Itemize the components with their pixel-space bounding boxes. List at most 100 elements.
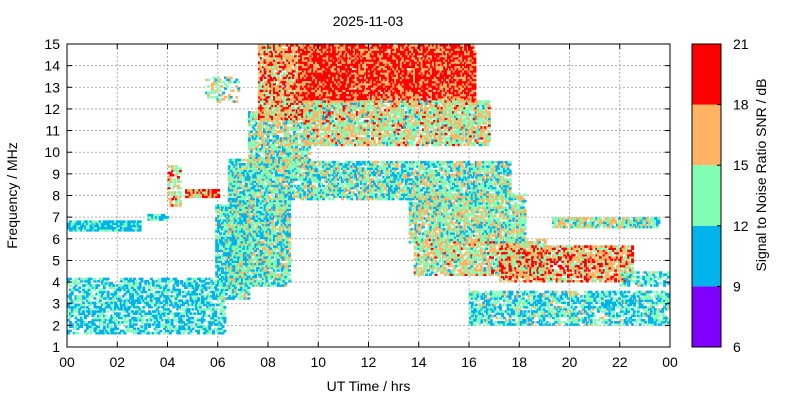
heatmap-cell	[69, 284, 72, 287]
heatmap-cell	[173, 178, 176, 181]
heatmap-cell	[217, 189, 220, 192]
heatmap-cell	[197, 297, 200, 300]
heatmap-cell	[166, 216, 169, 219]
heatmap-cell	[69, 278, 72, 281]
heatmap-cell	[220, 85, 223, 88]
heatmap-cell	[105, 315, 108, 318]
heatmap-cell	[175, 165, 178, 168]
heatmap-cell	[190, 312, 193, 315]
heatmap-cell	[214, 280, 217, 283]
heatmap-cell	[141, 278, 144, 281]
heatmap-cell	[167, 286, 170, 289]
heatmap-cell	[169, 178, 172, 181]
heatmap-cell	[86, 332, 89, 335]
heatmap-cell	[179, 187, 182, 190]
heatmap-cell	[171, 174, 174, 177]
heatmap-cell	[76, 332, 79, 335]
heatmap-cell	[188, 308, 191, 311]
heatmap-cell	[107, 291, 110, 294]
heatmap-cell	[97, 284, 100, 287]
heatmap-cell	[179, 180, 182, 183]
heatmap-cell	[178, 289, 181, 292]
heatmap-cell	[288, 269, 291, 272]
heatmap-cell	[78, 220, 81, 223]
heatmap-cell	[235, 96, 238, 99]
heatmap-cell	[222, 92, 225, 95]
heatmap-cell	[210, 278, 213, 281]
heatmap-cell	[288, 241, 291, 244]
heatmap-cell	[223, 330, 226, 333]
heatmap-cell	[237, 87, 240, 90]
heatmap-cell	[219, 232, 222, 235]
heatmap-cell	[308, 152, 311, 155]
heatmap-cell	[179, 191, 182, 194]
heatmap-cell	[116, 328, 119, 331]
heatmap-cell	[223, 317, 226, 320]
heatmap-cell	[93, 278, 96, 281]
heatmap-cell	[203, 319, 206, 322]
heatmap-cell	[191, 317, 194, 320]
heatmap-cell	[173, 191, 176, 194]
heatmap-cell	[158, 278, 161, 281]
heatmap-cell	[212, 304, 215, 307]
heatmap-cell	[193, 278, 196, 281]
heatmap-cell	[282, 163, 285, 166]
heatmap-cell	[205, 286, 208, 289]
heatmap-cell	[112, 284, 115, 287]
heatmap-cell	[80, 278, 83, 281]
heatmap-cell	[120, 278, 123, 281]
heatmap-cell	[177, 176, 180, 179]
heatmap-cell	[260, 191, 263, 194]
heatmap-cell	[223, 297, 226, 300]
heatmap-cell	[226, 85, 229, 88]
heatmap-cell	[211, 96, 214, 99]
heatmap-cell	[278, 122, 281, 125]
heatmap-cell	[288, 252, 291, 255]
heatmap-cell	[276, 135, 279, 138]
heatmap-cell	[214, 308, 217, 311]
heatmap-cell	[179, 167, 182, 170]
heatmap-cell	[203, 308, 206, 311]
heatmap-cell	[142, 319, 145, 322]
heatmap-cell	[150, 306, 153, 309]
heatmap-cell	[158, 321, 161, 324]
heatmap-cell	[150, 289, 153, 292]
heatmap-cell	[222, 325, 225, 328]
heatmap-cell	[232, 90, 235, 93]
heatmap-cell	[230, 81, 233, 84]
heatmap-cell	[90, 278, 93, 281]
heatmap-cell	[230, 96, 233, 99]
heatmap-cell	[88, 299, 91, 302]
heatmap-cell	[141, 295, 144, 298]
heatmap-cell	[284, 282, 287, 285]
heatmap-cell	[237, 81, 240, 84]
heatmap-cell	[176, 280, 179, 283]
heatmap-cell	[135, 280, 138, 283]
heatmap-cell	[90, 291, 93, 294]
heatmap-cell	[93, 302, 96, 305]
heatmap-cell	[148, 323, 151, 326]
heatmap-cell	[159, 330, 162, 333]
heatmap-cell	[205, 278, 208, 281]
heatmap-cell	[118, 295, 121, 298]
heatmap-cell	[243, 159, 246, 162]
heatmap-cell	[179, 200, 182, 203]
heatmap-cell	[247, 291, 250, 294]
heatmap-cell	[288, 278, 291, 281]
heatmap-cell	[230, 77, 233, 80]
heatmap-cell	[207, 79, 210, 82]
heatmap-cell	[186, 299, 189, 302]
heatmap-cell	[158, 291, 161, 294]
heatmap-cell	[152, 280, 155, 283]
heatmap-cell	[223, 306, 226, 309]
heatmap-cell	[107, 278, 110, 281]
heatmap-cell	[180, 280, 183, 283]
heatmap-cell	[193, 312, 196, 315]
heatmap-cell	[75, 278, 78, 281]
heatmap-cell	[82, 302, 85, 305]
heatmap-cell	[75, 315, 78, 318]
heatmap-cell	[247, 297, 250, 300]
heatmap-cell	[69, 330, 72, 333]
heatmap-cell	[261, 157, 264, 160]
